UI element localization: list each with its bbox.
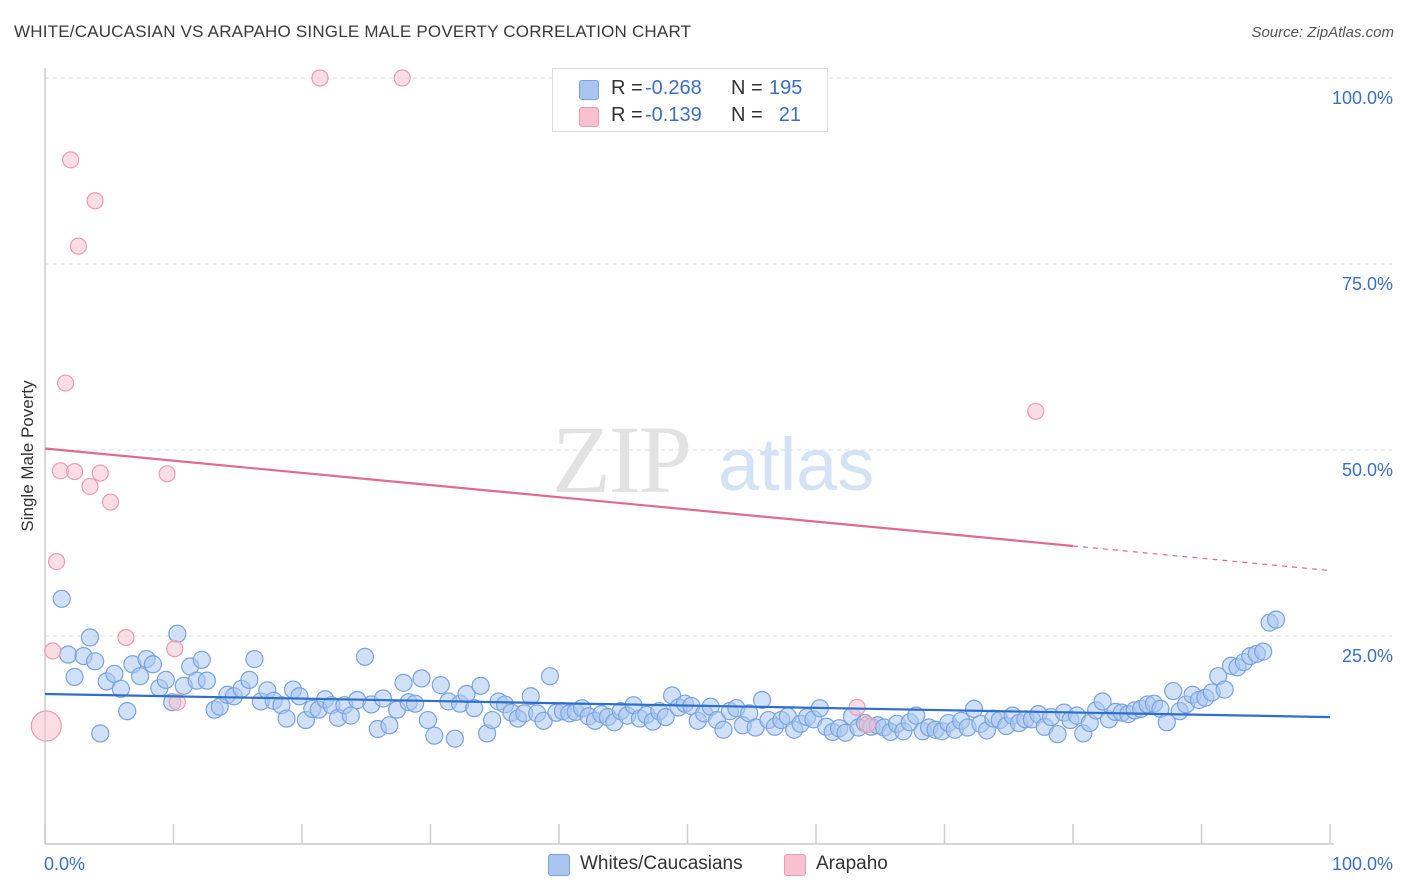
- data-point-whites: [52, 589, 71, 608]
- data-point-whites: [1164, 681, 1183, 701]
- data-point-arapaho: [62, 151, 80, 169]
- x-tick-label: 100.0%: [1332, 854, 1393, 874]
- data-point-arapaho: [69, 237, 88, 255]
- data-point-whites: [752, 690, 772, 710]
- x-tick-label: 0.0%: [44, 854, 85, 874]
- data-point-whites: [714, 720, 733, 739]
- source-label: Source: ZipAtlas.com: [1251, 24, 1394, 41]
- data-point-whites: [86, 652, 105, 671]
- data-point-arapaho: [86, 192, 104, 210]
- data-point-whites: [156, 670, 175, 689]
- legend-r-label: R =: [611, 77, 643, 99]
- data-point-whites: [143, 655, 163, 674]
- data-point-whites: [418, 710, 438, 730]
- data-point-whites: [521, 687, 540, 706]
- legend-swatch-pink: [784, 854, 806, 876]
- data-point-arapaho: [91, 464, 109, 482]
- watermark-atlas: atlas: [718, 423, 874, 506]
- legend-r-label: R =: [611, 104, 643, 126]
- data-point-whites: [355, 647, 375, 666]
- data-point-whites: [197, 671, 217, 690]
- data-point-arapaho: [81, 477, 99, 496]
- data-point-whites: [483, 710, 502, 730]
- data-point-whites: [465, 699, 484, 718]
- data-point-whites: [277, 709, 296, 728]
- legend-label-arapaho: Arapaho: [816, 853, 888, 874]
- y-axis-label: Single Male Poverty: [18, 380, 37, 532]
- data-point-whites: [405, 694, 425, 713]
- data-point-arapaho: [166, 640, 184, 658]
- correlation-legend: R = -0.268 N = 195 R = -0.139 N = 21: [552, 68, 828, 132]
- legend-row-arapaho: R = -0.139 N = 21: [553, 102, 827, 128]
- data-point-arapaho: [101, 493, 120, 511]
- legend-label-whites: Whites/Caucasians: [580, 853, 743, 874]
- data-point-whites: [168, 624, 187, 643]
- legend-r-value: -0.268: [645, 77, 702, 99]
- data-point-arapaho: [56, 374, 75, 392]
- data-point-arapaho: [47, 552, 66, 571]
- data-point-arapaho: [1027, 402, 1045, 420]
- data-point-whites: [111, 679, 130, 698]
- y-tick-label: 50.0%: [1342, 460, 1393, 480]
- data-point-whites: [1266, 610, 1286, 629]
- data-point-whites: [240, 670, 259, 689]
- legend-swatch-blue: [579, 80, 599, 100]
- data-point-whites: [130, 667, 150, 686]
- data-point-whites: [1093, 692, 1112, 711]
- data-point-arapaho: [117, 628, 135, 647]
- chart-title: WHITE/CAUCASIAN VS ARAPAHO SINGLE MALE P…: [14, 22, 692, 41]
- data-point-whites: [1215, 680, 1234, 699]
- data-point-whites: [1254, 642, 1273, 661]
- data-point-arapaho: [858, 715, 877, 734]
- data-point-whites: [59, 645, 78, 664]
- legend-n-label: N =: [731, 104, 763, 126]
- series-legend: Whites/Caucasians Arapaho: [0, 852, 1406, 878]
- data-point-whites: [118, 702, 137, 721]
- data-point-whites: [80, 628, 100, 647]
- data-point-whites: [91, 724, 110, 743]
- y-tick-label: 25.0%: [1342, 646, 1393, 666]
- data-point-whites: [471, 676, 490, 695]
- data-point-whites: [394, 673, 413, 692]
- legend-n-value: 195: [769, 77, 803, 99]
- data-point-whites: [1048, 725, 1067, 744]
- data-point-whites: [245, 649, 264, 669]
- data-point-whites: [373, 689, 393, 708]
- legend-swatch-blue: [548, 854, 570, 876]
- trendline-arapaho: [44, 447, 1074, 548]
- data-point-arapaho: [30, 710, 62, 742]
- data-point-whites: [656, 707, 675, 727]
- watermark-zip: ZIP: [552, 406, 690, 513]
- data-point-arapaho: [168, 693, 186, 711]
- legend-swatch-pink: [579, 107, 599, 127]
- data-point-arapaho: [44, 642, 62, 660]
- y-tick-label: 100.0%: [1332, 88, 1393, 108]
- data-point-whites: [431, 676, 450, 695]
- trendline-arapaho-extension: [1072, 545, 1331, 572]
- y-tick-label: 75.0%: [1342, 274, 1393, 294]
- data-point-whites: [412, 669, 431, 688]
- legend-n-value: 21: [778, 104, 801, 126]
- legend-r-value: -0.139: [645, 104, 702, 126]
- data-point-whites: [65, 667, 84, 687]
- data-point-whites: [192, 650, 211, 669]
- data-point-whites: [540, 667, 560, 686]
- data-point-whites: [341, 706, 360, 725]
- data-point-arapaho: [65, 462, 84, 481]
- legend-n-label: N =: [731, 77, 763, 99]
- data-point-whites: [907, 706, 926, 725]
- legend-row-whites: R = -0.268 N = 195: [553, 75, 827, 101]
- data-point-arapaho: [158, 465, 176, 483]
- data-point-whites: [445, 729, 465, 748]
- data-point-whites: [425, 726, 444, 745]
- data-point-whites: [380, 716, 399, 735]
- data-point-arapaho: [393, 69, 411, 87]
- data-point-whites: [290, 687, 309, 706]
- data-point-whites: [534, 711, 553, 730]
- data-point-arapaho: [311, 69, 329, 87]
- trendline-whites: [44, 692, 1331, 719]
